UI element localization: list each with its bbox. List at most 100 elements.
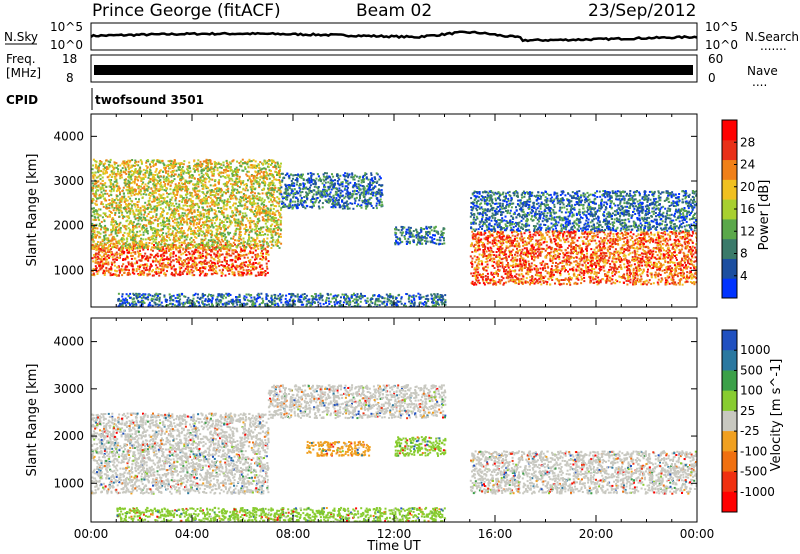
echo-cell bbox=[199, 201, 202, 204]
echo-cell bbox=[277, 202, 280, 205]
echo-cell bbox=[246, 243, 249, 246]
echo-cell bbox=[128, 249, 131, 252]
echo-cell bbox=[205, 212, 208, 215]
echo-cell bbox=[158, 262, 161, 265]
echo-cell bbox=[296, 179, 299, 182]
echo-cell bbox=[180, 241, 183, 244]
echo-cell bbox=[193, 259, 196, 262]
echo-cell bbox=[219, 233, 222, 236]
echo-cell bbox=[155, 183, 158, 186]
echo-cell bbox=[124, 199, 127, 202]
echo-cell bbox=[135, 160, 137, 163]
echo-cell bbox=[161, 265, 163, 268]
echo-cell bbox=[123, 268, 126, 271]
echo-cell bbox=[94, 247, 97, 250]
echo-cell bbox=[159, 175, 162, 178]
echo-cell bbox=[296, 177, 299, 180]
echo-cell bbox=[312, 173, 315, 176]
echo-cell bbox=[225, 217, 228, 220]
echo-cell bbox=[319, 193, 322, 196]
echo-cell bbox=[136, 201, 139, 204]
echo-cell bbox=[222, 211, 225, 214]
echo-cell bbox=[279, 180, 281, 183]
echo-cell bbox=[199, 260, 202, 263]
echo-cell bbox=[258, 186, 261, 189]
echo-cell bbox=[179, 270, 182, 273]
echo-cell bbox=[146, 255, 149, 258]
echo-cell bbox=[111, 171, 114, 174]
echo-cell bbox=[111, 256, 114, 259]
echo-cell bbox=[99, 264, 102, 267]
echo-cell bbox=[269, 240, 272, 243]
echo-cell bbox=[225, 182, 228, 185]
echo-cell bbox=[263, 160, 266, 163]
echo-cell bbox=[142, 193, 145, 196]
echo-cell bbox=[113, 223, 116, 226]
echo-cell bbox=[131, 159, 134, 161]
echo-cell bbox=[277, 239, 280, 242]
echo-cell bbox=[194, 163, 197, 166]
echo-cell bbox=[205, 167, 207, 170]
echo-cell bbox=[234, 206, 237, 209]
echo-cell bbox=[181, 234, 184, 237]
echo-cell bbox=[212, 216, 215, 219]
echo-cell bbox=[249, 217, 252, 220]
echo-cell bbox=[158, 241, 160, 244]
echo-cell bbox=[99, 196, 102, 199]
echo-cell bbox=[113, 261, 116, 263]
echo-cell bbox=[167, 262, 170, 264]
echo-cell bbox=[127, 251, 130, 254]
echo-cell bbox=[203, 167, 206, 170]
echo-cell bbox=[177, 168, 180, 171]
echo-cell bbox=[117, 185, 120, 188]
echo-cell bbox=[112, 258, 115, 261]
echo-cell bbox=[226, 243, 229, 246]
echo-cell bbox=[115, 221, 118, 224]
echo-cell bbox=[364, 199, 367, 202]
echo-cell bbox=[210, 166, 213, 168]
echo-cell bbox=[134, 262, 137, 265]
echo-cell bbox=[208, 253, 211, 256]
echo-cell bbox=[153, 163, 155, 166]
echo-cell bbox=[203, 196, 206, 199]
echo-cell bbox=[188, 161, 191, 164]
echo-cell bbox=[241, 181, 244, 184]
echo-cell bbox=[150, 227, 153, 230]
echo-cell bbox=[274, 165, 277, 168]
echo-cell bbox=[216, 169, 219, 172]
echo-cell bbox=[167, 247, 170, 250]
echo-cell bbox=[137, 185, 140, 188]
echo-cell bbox=[306, 181, 309, 184]
echo-cell bbox=[151, 270, 154, 273]
echo-cell bbox=[290, 173, 293, 176]
echo-cell bbox=[267, 189, 270, 192]
echo-cell bbox=[218, 210, 220, 213]
echo-cell bbox=[252, 185, 255, 188]
echo-cell bbox=[339, 174, 342, 177]
echo-cell bbox=[218, 203, 220, 206]
echo-cell bbox=[324, 190, 327, 193]
echo-cell bbox=[207, 239, 210, 242]
echo-cell bbox=[192, 217, 195, 220]
echo-cell bbox=[155, 267, 158, 270]
echo-cell bbox=[312, 202, 315, 205]
echo-cell bbox=[227, 181, 230, 184]
echo-cell bbox=[197, 251, 200, 254]
echo-cell bbox=[161, 188, 164, 191]
echo-cell bbox=[347, 203, 350, 206]
echo-cell bbox=[121, 162, 124, 165]
echo-cell bbox=[152, 215, 154, 218]
echo-cell bbox=[137, 247, 140, 250]
echo-cell bbox=[294, 174, 297, 176]
echo-cell bbox=[234, 243, 236, 246]
echo-cell bbox=[246, 242, 249, 245]
echo-cell bbox=[234, 257, 237, 259]
echo-cell bbox=[279, 223, 282, 226]
echo-cell bbox=[179, 177, 182, 180]
echo-cell bbox=[193, 203, 196, 206]
echo-cell bbox=[202, 187, 205, 190]
echo-cell bbox=[216, 243, 219, 246]
echo-cell bbox=[91, 207, 94, 210]
echo-cell bbox=[325, 192, 328, 195]
echo-cell bbox=[219, 227, 222, 230]
